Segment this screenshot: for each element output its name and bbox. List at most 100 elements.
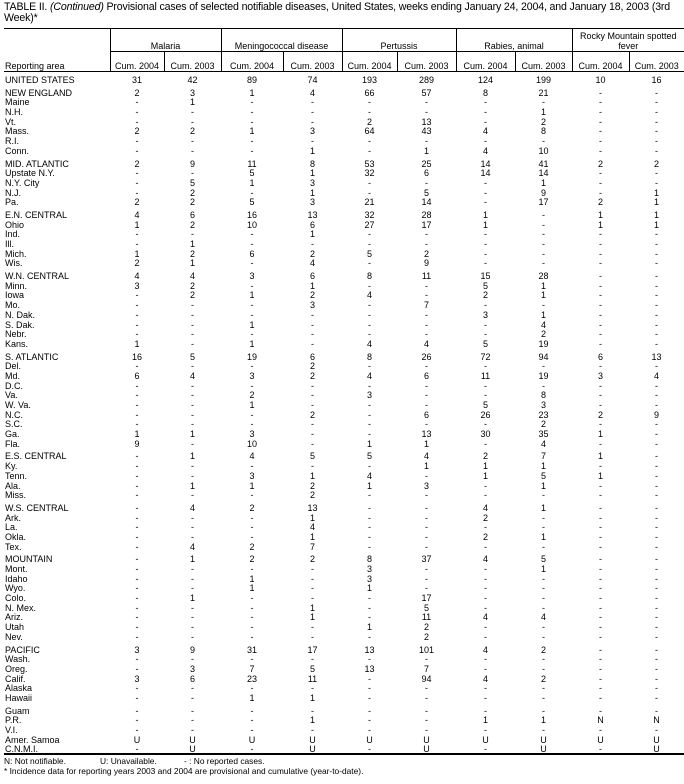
sub-header-cum-2004: Cum. 2004 <box>109 51 164 72</box>
value-cell: - <box>135 419 139 430</box>
value-cell: - <box>191 654 194 665</box>
value-cell: - <box>311 583 314 594</box>
table-row: N.Y. City - 5 1 3 - - - 1 - - <box>4 177 684 189</box>
value-cell: U <box>309 734 316 745</box>
table-row: Conn. - - - 1 - 1 4 10 - - <box>4 145 684 157</box>
value-cell: - <box>191 602 194 613</box>
value-cell: 1 <box>540 309 546 320</box>
value-cell: 4 <box>134 209 140 220</box>
value-cell: - <box>599 631 602 642</box>
value-cell: - <box>135 654 139 665</box>
footnote-star: * Incidence data for reporting years 200… <box>4 765 364 776</box>
value-cell: 1 <box>597 451 603 462</box>
value-cell: 1 <box>309 612 315 623</box>
value-cell: 2 <box>597 158 603 169</box>
value-cell: - <box>135 145 139 156</box>
value-cell: - <box>599 602 602 613</box>
value-cell: 1 <box>309 187 315 198</box>
value-cell: - <box>655 622 658 633</box>
reporting-area-cell: Conn. <box>5 145 30 156</box>
value-cell: 2 <box>482 531 488 542</box>
sub-header-cum-2003: Cum. 2003 <box>282 51 343 72</box>
value-cell: 2 <box>540 419 546 430</box>
table-row: PACIFIC 3 9 31 17 13 101 4 2 - - <box>4 644 684 656</box>
table-row: D.C. - - - - - - - - - - <box>4 381 684 392</box>
value-cell: - <box>311 725 314 735</box>
table-row: N.J. - 2 - 1 - 5 - 9 - 1 <box>4 187 684 199</box>
value-cell: 2 <box>482 512 488 523</box>
table-row: Mo. - - - 3 - 7 - - - - <box>4 300 684 311</box>
value-cell: - <box>425 522 428 533</box>
value-cell: 74 <box>307 75 318 85</box>
reporting-area-cell: Wis. <box>5 258 23 269</box>
value-cell: 1 <box>366 622 372 633</box>
reporting-area-cell: Ky. <box>5 461 18 472</box>
table-row: NEW ENGLAND 2 3 1 4 66 57 8 21 - - <box>4 87 684 99</box>
value-cell: 1 <box>540 280 546 291</box>
footnotes: N: Not notifiable. U: Unavailable. - : No … <box>4 756 364 776</box>
value-cell: - <box>135 361 139 372</box>
value-cell: - <box>599 87 602 98</box>
value-cell: 2 <box>189 280 195 291</box>
value-cell: - <box>542 541 545 552</box>
value-cell: - <box>368 400 371 410</box>
value-cell: U <box>653 744 660 755</box>
value-cell: - <box>311 239 314 249</box>
value-cell: 13 <box>307 502 318 513</box>
value-cell: - <box>368 654 371 665</box>
value-cell: - <box>311 654 314 665</box>
group-header-meningococcal: Meningococcal disease <box>220 28 343 52</box>
value-cell: U <box>653 734 660 745</box>
value-cell: 2 <box>540 329 546 340</box>
value-cell: - <box>250 512 254 523</box>
value-cell: 28 <box>538 271 549 282</box>
value-cell: 1 <box>249 573 255 584</box>
value-cell: 2 <box>309 409 315 420</box>
value-cell: - <box>311 593 314 604</box>
value-cell: - <box>484 248 487 259</box>
value-cell: 3 <box>134 673 140 684</box>
reporting-area-cell: E.N. CENTRAL <box>5 209 68 220</box>
table-row: Ga. 1 1 3- -13 30 35 1- <box>4 429 684 440</box>
value-cell: - <box>250 239 254 249</box>
value-cell: 64 <box>364 126 375 137</box>
value-cell: 6 <box>249 248 255 259</box>
value-cell: - <box>599 280 602 291</box>
value-cell: - <box>599 329 602 340</box>
value-cell: 193 <box>361 75 378 85</box>
value-cell: - <box>425 177 428 188</box>
table-row: Maine - 1 - - - - - - - - <box>4 98 684 108</box>
value-cell: - <box>250 300 254 311</box>
value-cell: 101 <box>418 644 435 655</box>
table-row: N. Mex. - - - 1 - 5 - - - - <box>4 602 684 614</box>
value-cell: - <box>599 692 602 703</box>
value-cell: 289 <box>418 75 435 85</box>
value-cell: 26 <box>480 409 491 420</box>
value-cell: - <box>368 300 371 311</box>
reporting-area-cell: Nev. <box>5 631 23 642</box>
value-cell: - <box>135 602 139 613</box>
value-cell: - <box>425 419 428 430</box>
value-cell: - <box>599 229 602 240</box>
value-cell: - <box>542 663 545 674</box>
value-cell: - <box>484 480 487 491</box>
value-cell: - <box>368 429 371 440</box>
value-cell: - <box>599 419 602 430</box>
value-cell: - <box>425 541 428 552</box>
value-cell: - <box>311 136 314 147</box>
value-cell: - <box>250 419 254 430</box>
table-row: Tenn. - - 3 1 4 - 1 5 1 - <box>4 471 684 482</box>
table-row: Idaho - - 1 - 3 - - - - - <box>4 573 684 585</box>
value-cell: 4 <box>540 319 546 330</box>
value-cell: - <box>368 612 371 623</box>
value-cell: - <box>542 522 545 533</box>
reporting-area-cell: C.N.M.I. <box>5 744 38 755</box>
value-cell: - <box>425 490 428 501</box>
value-cell: - <box>311 419 314 430</box>
value-cell: 1 <box>134 248 140 259</box>
value-cell: 2 <box>423 622 429 633</box>
value-cell: - <box>655 573 658 584</box>
value-cell: 19 <box>538 338 549 349</box>
value-cell: - <box>484 239 487 249</box>
reporting-area-cell: Okla. <box>5 531 27 542</box>
